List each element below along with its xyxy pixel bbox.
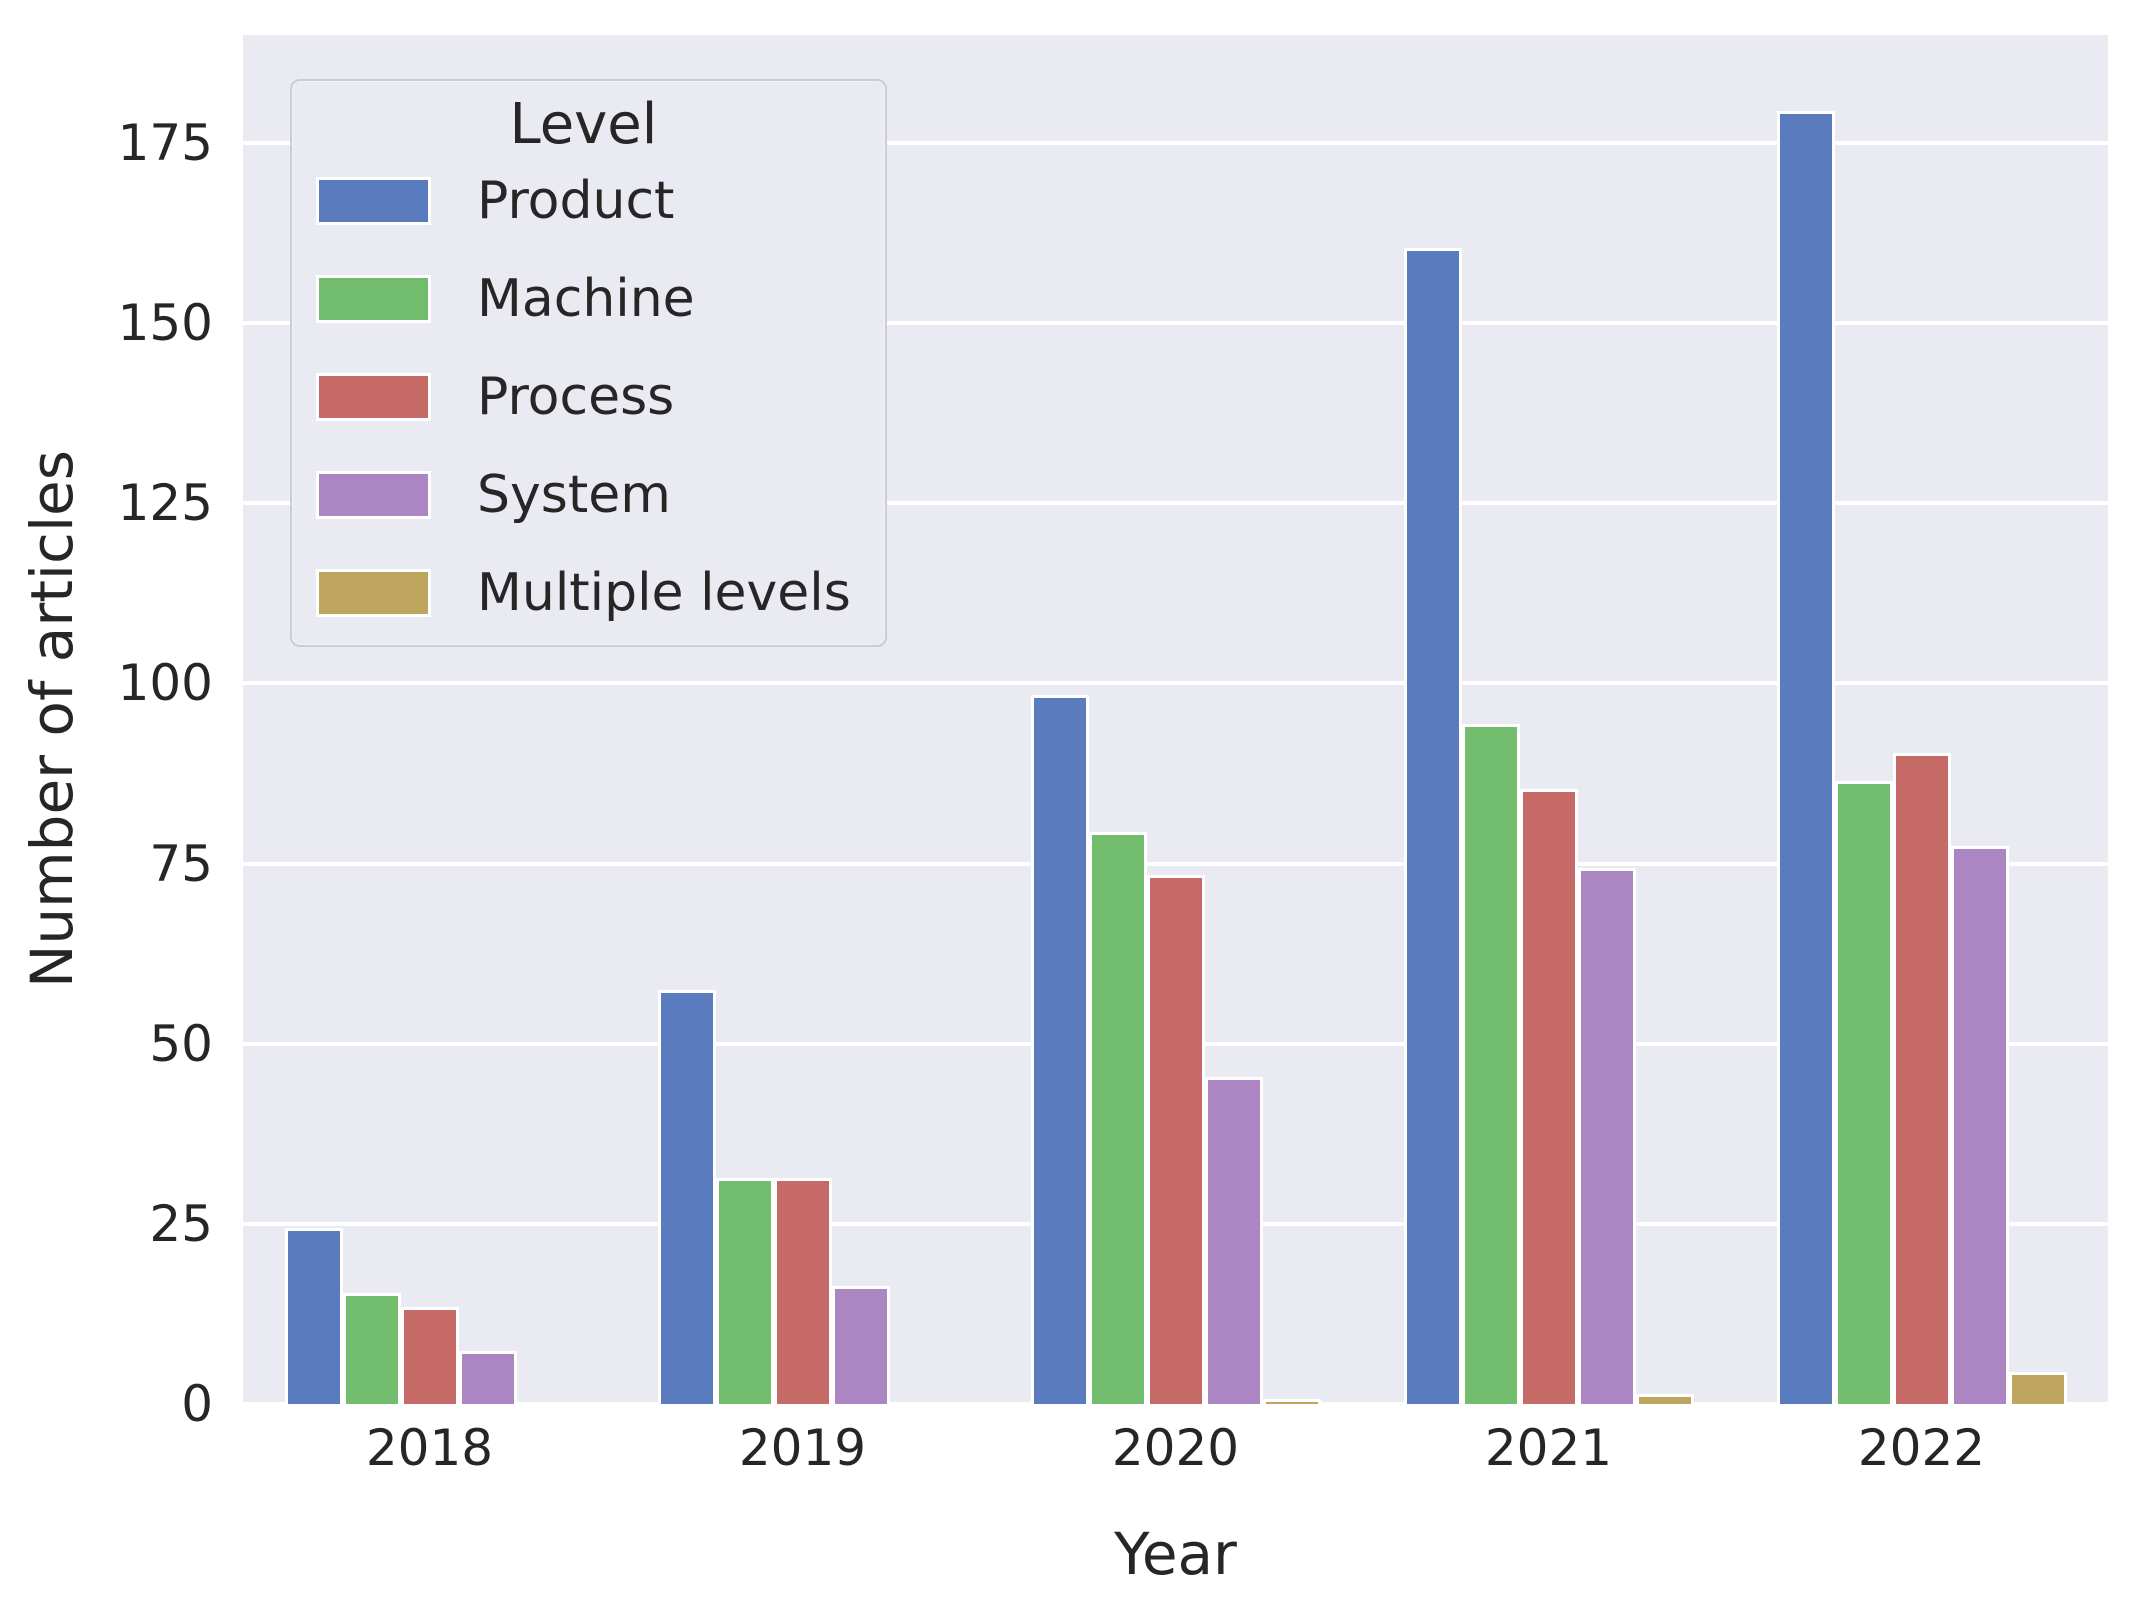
legend-swatch-process bbox=[316, 373, 431, 421]
bar-multiple-levels-2021 bbox=[1635, 1393, 1694, 1404]
bar-process-2020 bbox=[1146, 875, 1205, 1404]
gridline-100 bbox=[243, 681, 2108, 686]
x-tick-2018: 2018 bbox=[365, 1419, 494, 1477]
legend-item-process: Process bbox=[316, 369, 851, 425]
bar-slot-product-2019 bbox=[657, 990, 716, 1404]
bar-product-2021 bbox=[1403, 248, 1462, 1404]
bar-slot-product-2022 bbox=[1776, 111, 1835, 1404]
legend-label-process: Process bbox=[477, 367, 675, 427]
gridline-75 bbox=[243, 861, 2108, 866]
bar-groups bbox=[243, 35, 2108, 1404]
bar-process-2021 bbox=[1519, 788, 1578, 1404]
x-tick-2019: 2019 bbox=[738, 1419, 867, 1477]
bar-product-2022 bbox=[1776, 111, 1835, 1404]
bar-product-2018 bbox=[284, 1228, 343, 1404]
legend-swatch-product bbox=[316, 177, 431, 225]
bar-system-2018 bbox=[458, 1350, 517, 1404]
bar-process-2019 bbox=[773, 1177, 832, 1404]
x-tick-2022: 2022 bbox=[1857, 1419, 1986, 1477]
bar-group-2020 bbox=[989, 35, 1362, 1404]
bar-slot-multiple-levels-2021 bbox=[1635, 1393, 1694, 1404]
bar-multiple-levels-2020 bbox=[1262, 1399, 1321, 1404]
bar-slot-system-2019 bbox=[831, 1285, 890, 1404]
gridline-125 bbox=[243, 501, 2108, 506]
y-tick-75: 75 bbox=[149, 834, 213, 893]
bar-slot-machine-2018 bbox=[342, 1292, 401, 1404]
x-axis-ticks: 2018 2019 2020 2021 2022 bbox=[243, 1418, 2108, 1478]
legend-title: Level bbox=[509, 92, 658, 157]
legend: Level Product Machine Process System Multipl… bbox=[290, 79, 887, 647]
bar-group-2022 bbox=[1735, 35, 2108, 1404]
bar-slot-multiple-levels-2020 bbox=[1262, 1399, 1321, 1404]
bar-process-2022 bbox=[1892, 752, 1951, 1404]
legend-item-machine: Machine bbox=[316, 271, 851, 327]
legend-label-machine: Machine bbox=[477, 269, 695, 329]
bar-slot-machine-2021 bbox=[1461, 723, 1520, 1404]
bar-slot-system-2018 bbox=[458, 1350, 517, 1404]
y-tick-150: 150 bbox=[117, 294, 213, 353]
bar-slot-process-2020 bbox=[1146, 875, 1205, 1404]
x-tick-2020: 2020 bbox=[1111, 1419, 1240, 1477]
y-tick-50: 50 bbox=[149, 1014, 213, 1073]
plot-area: Level Product Machine Process System Multipl… bbox=[243, 35, 2108, 1406]
legend-item-system: System bbox=[316, 467, 851, 523]
bar-multiple-levels-2022 bbox=[2008, 1372, 2067, 1404]
bar-slot-process-2019 bbox=[773, 1177, 832, 1404]
bar-machine-2022 bbox=[1834, 781, 1893, 1404]
bar-machine-2020 bbox=[1088, 831, 1147, 1404]
bar-product-2019 bbox=[657, 990, 716, 1404]
bar-slot-process-2022 bbox=[1892, 752, 1951, 1404]
bar-slot-product-2021 bbox=[1403, 248, 1462, 1404]
y-tick-0: 0 bbox=[181, 1375, 213, 1433]
legend-item-product: Product bbox=[316, 173, 851, 229]
gridline-175 bbox=[243, 141, 2108, 146]
bar-product-2020 bbox=[1030, 694, 1089, 1404]
bar-machine-2021 bbox=[1461, 723, 1520, 1404]
bar-system-2022 bbox=[1950, 846, 2009, 1404]
bar-slot-machine-2022 bbox=[1834, 781, 1893, 1404]
legend-item-multiple-levels: Multiple levels bbox=[316, 565, 851, 621]
bar-machine-2018 bbox=[342, 1292, 401, 1404]
bar-group-2019 bbox=[616, 35, 989, 1404]
y-tick-175: 175 bbox=[117, 114, 213, 173]
bar-slot-system-2022 bbox=[1950, 846, 2009, 1404]
y-tick-25: 25 bbox=[149, 1194, 213, 1253]
gridline-0 bbox=[243, 1402, 2108, 1406]
legend-items: Product Machine Process System Multiple leve… bbox=[316, 173, 851, 621]
bar-machine-2019 bbox=[715, 1177, 774, 1404]
bar-slot-process-2021 bbox=[1519, 788, 1578, 1404]
bar-slot-product-2020 bbox=[1030, 694, 1089, 1404]
bar-slot-system-2021 bbox=[1577, 867, 1636, 1404]
legend-swatch-multiple-levels bbox=[316, 569, 431, 617]
bar-slot-machine-2019 bbox=[715, 1177, 774, 1404]
bar-slot-product-2018 bbox=[284, 1228, 343, 1404]
y-axis-ticks: 0 25 50 75 100 125 150 175 bbox=[0, 35, 213, 1433]
bar-slot-machine-2020 bbox=[1088, 831, 1147, 1404]
x-axis-label: Year bbox=[1114, 1520, 1237, 1588]
x-tick-2021: 2021 bbox=[1484, 1419, 1613, 1477]
bar-system-2021 bbox=[1577, 867, 1636, 1404]
bar-slot-process-2018 bbox=[400, 1307, 459, 1404]
legend-label-product: Product bbox=[477, 171, 675, 231]
bar-slot-multiple-levels-2022 bbox=[2008, 1372, 2067, 1404]
bar-group-2021 bbox=[1362, 35, 1735, 1404]
legend-swatch-machine bbox=[316, 275, 431, 323]
legend-label-system: System bbox=[477, 465, 671, 525]
legend-swatch-system bbox=[316, 471, 431, 519]
y-tick-100: 100 bbox=[117, 654, 213, 713]
y-tick-125: 125 bbox=[117, 474, 213, 533]
bar-system-2020 bbox=[1204, 1076, 1263, 1404]
gridline-150 bbox=[243, 321, 2108, 326]
bar-process-2018 bbox=[400, 1307, 459, 1404]
bar-system-2019 bbox=[831, 1285, 890, 1404]
legend-label-multiple-levels: Multiple levels bbox=[477, 563, 851, 623]
bar-group-2018 bbox=[243, 35, 616, 1404]
bar-slot-system-2020 bbox=[1204, 1076, 1263, 1404]
